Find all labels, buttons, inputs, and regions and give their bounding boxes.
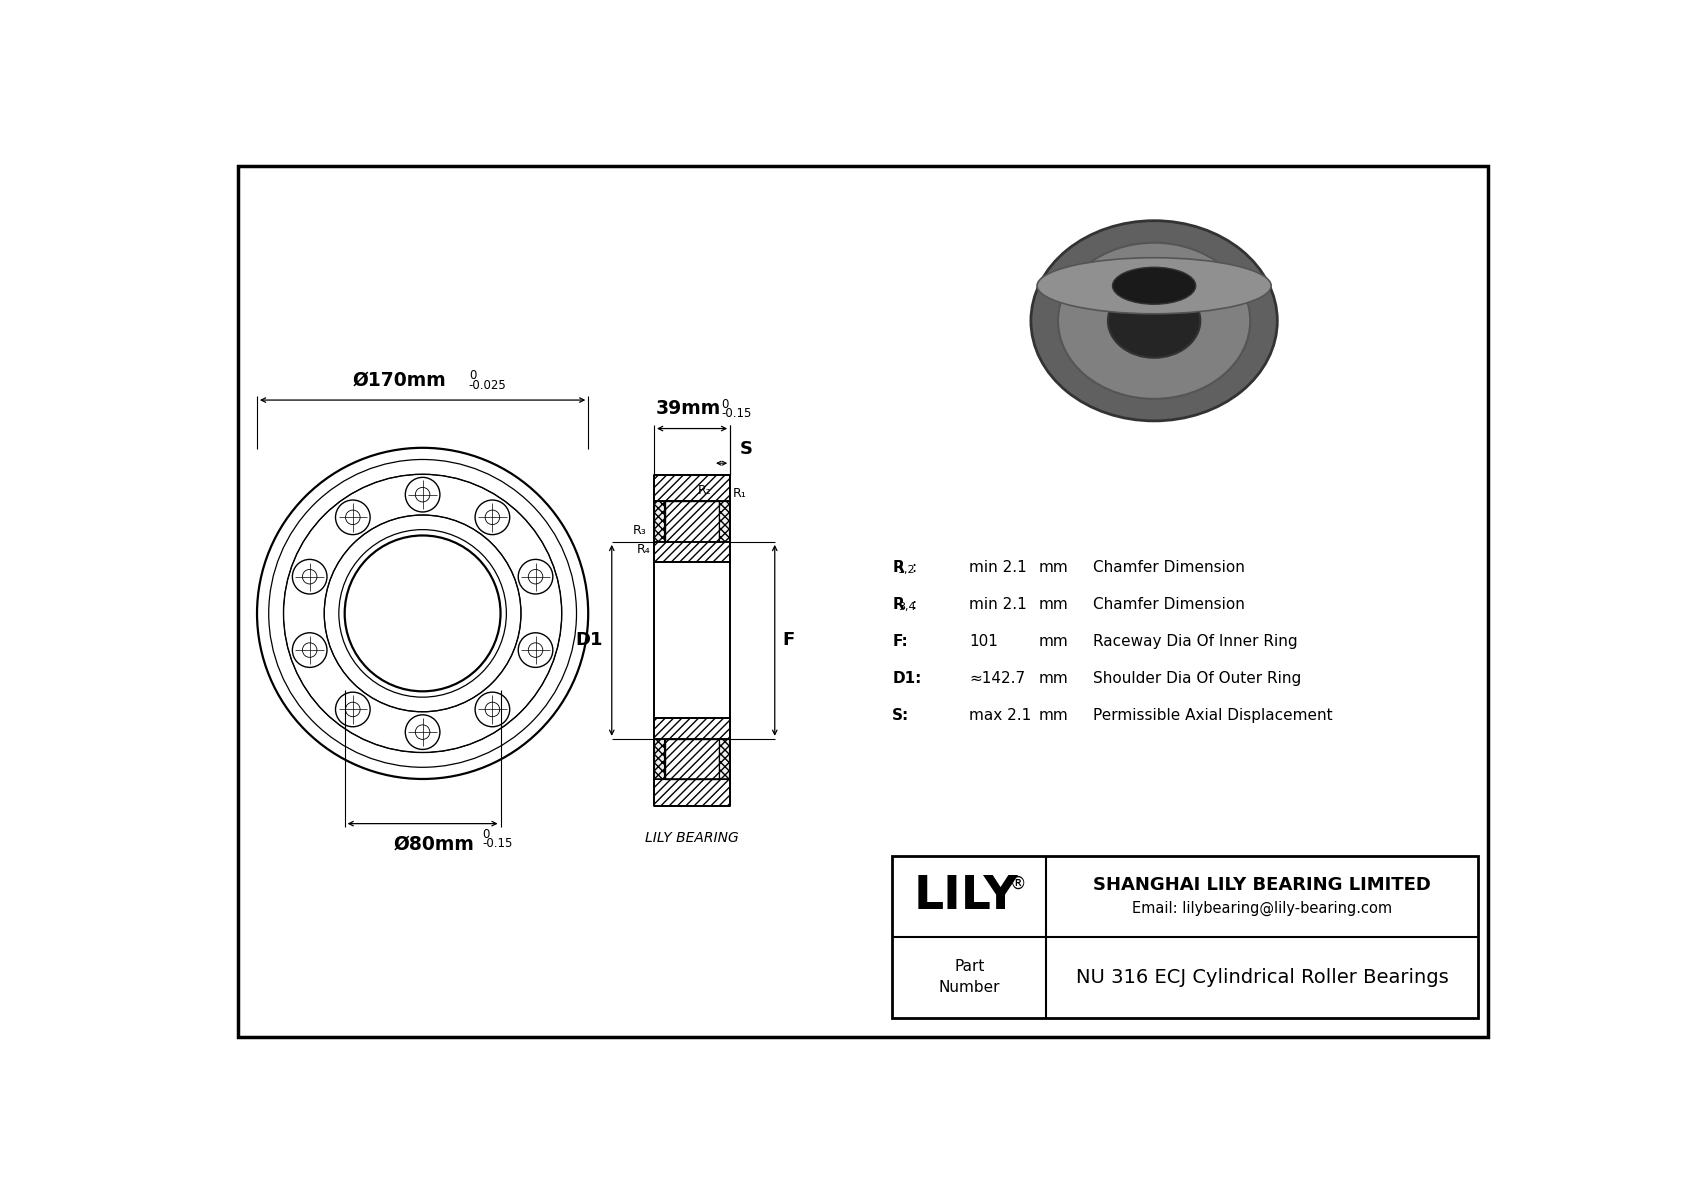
Text: S: S	[739, 439, 753, 459]
Text: F:: F:	[893, 634, 908, 649]
Text: D1:: D1:	[893, 671, 921, 686]
Text: Chamfer Dimension: Chamfer Dimension	[1093, 597, 1244, 612]
Text: 0: 0	[721, 398, 729, 411]
Text: R₂: R₂	[697, 484, 712, 497]
Text: S:: S:	[893, 707, 909, 723]
Text: NU 316 ECJ Cylindrical Roller Bearings: NU 316 ECJ Cylindrical Roller Bearings	[1076, 968, 1448, 986]
Text: Permissible Axial Displacement: Permissible Axial Displacement	[1093, 707, 1332, 723]
Bar	[893, 856, 1477, 1017]
Text: R₁: R₁	[733, 487, 746, 500]
Text: -0.15: -0.15	[721, 407, 751, 420]
Text: SHANGHAI LILY BEARING LIMITED: SHANGHAI LILY BEARING LIMITED	[1093, 875, 1431, 893]
Text: 0: 0	[468, 369, 477, 382]
Text: R₃: R₃	[633, 524, 647, 537]
Bar	[653, 542, 731, 562]
Ellipse shape	[1037, 257, 1271, 313]
Text: mm: mm	[1039, 597, 1068, 612]
Text: mm: mm	[1039, 671, 1068, 686]
Ellipse shape	[1108, 283, 1201, 357]
Text: -0.025: -0.025	[468, 379, 507, 392]
Text: Part
Number: Part Number	[938, 959, 1000, 996]
Text: Raceway Dia Of Inner Ring: Raceway Dia Of Inner Ring	[1093, 634, 1297, 649]
Text: Email: lilybearing@lily-bearing.com: Email: lilybearing@lily-bearing.com	[1132, 900, 1393, 916]
Bar	[653, 501, 663, 542]
Text: R: R	[893, 597, 904, 612]
Bar	[665, 738, 719, 779]
Text: Ø80mm: Ø80mm	[394, 835, 475, 854]
Bar	[719, 501, 729, 542]
Text: -0.15: -0.15	[482, 837, 512, 850]
Text: mm: mm	[1039, 634, 1068, 649]
Text: 3,4: 3,4	[898, 603, 916, 612]
Text: Chamfer Dimension: Chamfer Dimension	[1093, 560, 1244, 575]
Text: Ø170mm: Ø170mm	[352, 370, 446, 389]
Text: max 2.1: max 2.1	[970, 707, 1032, 723]
Text: 101: 101	[970, 634, 999, 649]
Bar	[653, 475, 731, 501]
Bar	[719, 738, 729, 779]
Text: mm: mm	[1039, 707, 1068, 723]
Text: LILY: LILY	[913, 874, 1017, 919]
Text: 0: 0	[482, 828, 490, 841]
Text: D1: D1	[574, 631, 603, 649]
Bar	[665, 501, 719, 542]
Text: 1,2: 1,2	[898, 566, 916, 575]
Text: 39mm: 39mm	[655, 399, 721, 418]
Bar	[653, 779, 731, 806]
Ellipse shape	[1031, 220, 1276, 420]
Text: :: :	[911, 560, 916, 575]
Ellipse shape	[1113, 267, 1196, 304]
Text: R: R	[893, 560, 904, 575]
Text: F: F	[783, 631, 795, 649]
Bar	[653, 718, 731, 738]
Text: min 2.1: min 2.1	[970, 597, 1027, 612]
Text: LILY BEARING: LILY BEARING	[645, 830, 739, 844]
Text: min 2.1: min 2.1	[970, 560, 1027, 575]
Text: mm: mm	[1039, 560, 1068, 575]
Text: :: :	[911, 597, 916, 612]
Text: ®: ®	[1010, 875, 1027, 893]
Text: ≈142.7: ≈142.7	[970, 671, 1026, 686]
Ellipse shape	[1058, 243, 1250, 399]
Text: Shoulder Dia Of Outer Ring: Shoulder Dia Of Outer Ring	[1093, 671, 1300, 686]
Text: R₄: R₄	[637, 543, 652, 556]
Bar	[653, 738, 663, 779]
